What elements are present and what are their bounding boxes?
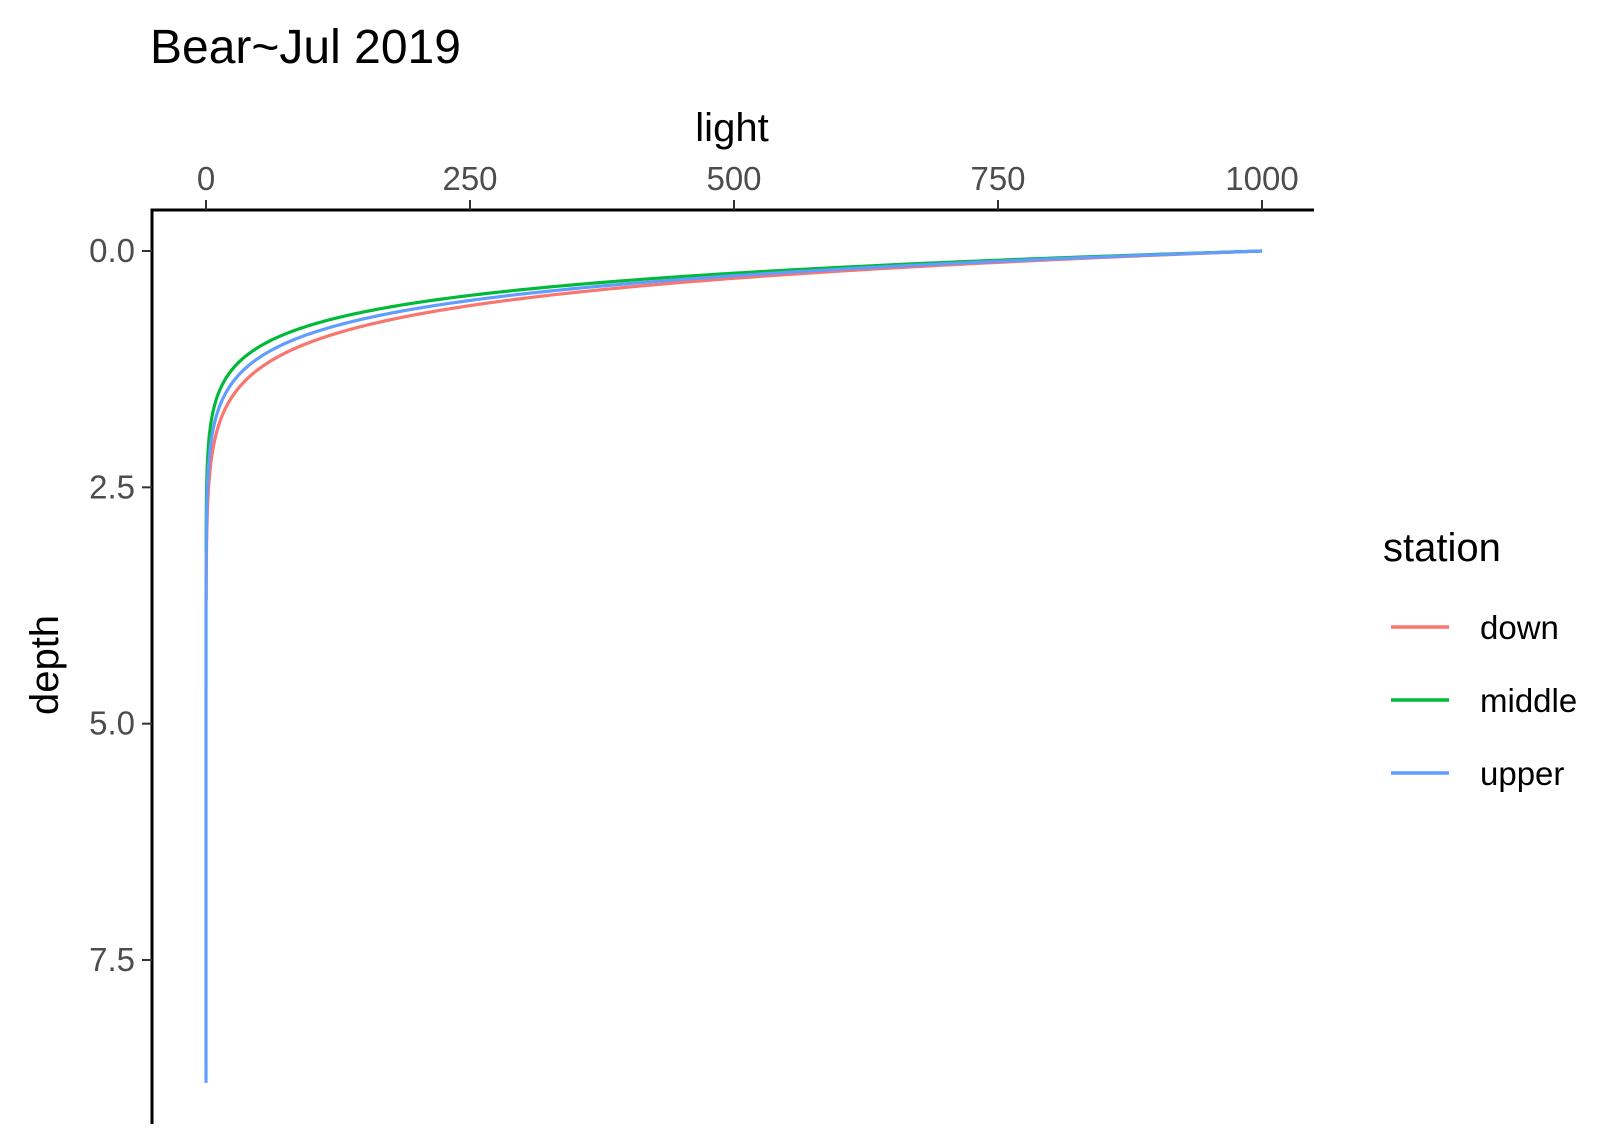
legend-label-down: down: [1480, 609, 1559, 646]
legend-label-upper: upper: [1480, 755, 1564, 792]
legend-title: station: [1383, 526, 1501, 570]
y-axis-title: depth: [23, 615, 67, 715]
y-tick-label: 0.0: [89, 232, 135, 269]
x-axis-title: light: [695, 106, 768, 150]
chart-title: Bear~Jul 2019: [150, 21, 461, 74]
x-tick-label: 0: [197, 160, 215, 197]
legend-label-middle: middle: [1480, 682, 1577, 719]
data-lines: [204, 249, 1263, 1083]
series-line-middle: [204, 249, 1263, 554]
axes: 0 250 500 750 1000 0.0 2.5 5.0 7.5: [89, 160, 1314, 1124]
y-tick-label: 5.0: [89, 705, 135, 742]
x-tick-label: 750: [970, 160, 1025, 197]
y-tick-label: 7.5: [89, 941, 135, 978]
x-tick-label: 250: [442, 160, 497, 197]
y-tick-label: 2.5: [89, 468, 135, 505]
x-tick-label: 500: [706, 160, 761, 197]
x-tick-label: 1000: [1225, 160, 1298, 197]
series-line-down: [204, 249, 1263, 601]
series-line-upper: [204, 249, 1263, 1083]
legend: station down middle upper: [1383, 526, 1577, 792]
